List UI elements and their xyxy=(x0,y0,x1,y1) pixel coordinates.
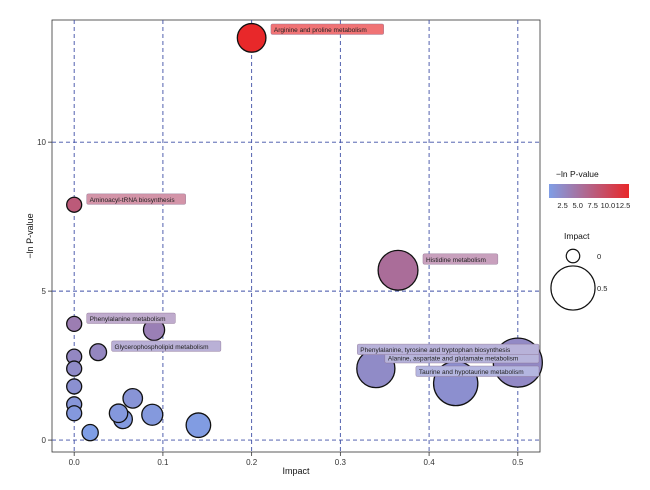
point-label-text: Phenylalanine, tyrosine and tryptophan b… xyxy=(360,347,511,354)
point-label-text: Arginine and proline metabolism xyxy=(274,27,367,34)
color-legend-tick: 2.5 xyxy=(557,201,567,210)
x-tick-label: 0.4 xyxy=(424,458,436,467)
data-point xyxy=(122,387,144,409)
color-legend-tick: 7.5 xyxy=(588,201,598,210)
point-label-text: Aminoacyl-tRNA biosynthesis xyxy=(90,197,176,204)
data-point xyxy=(81,423,99,442)
size-legend: Impact 0 0.5 xyxy=(550,231,607,311)
color-legend-bar xyxy=(549,184,629,198)
y-axis-title: −ln P-value xyxy=(25,213,35,258)
point-label-box xyxy=(86,193,186,205)
data-point xyxy=(66,360,83,377)
size-legend-circle xyxy=(565,248,581,264)
data-point xyxy=(66,196,83,213)
y-tick-label: 0 xyxy=(42,436,47,445)
x-tick-label: 0.0 xyxy=(69,458,81,467)
color-legend-tick: 10.0 xyxy=(601,201,616,210)
point-label-box xyxy=(86,312,176,324)
point-label-box xyxy=(422,253,499,265)
size-legend-label: 0 xyxy=(597,252,601,261)
size-legend-title: Impact xyxy=(564,231,590,241)
size-legend-label: 0.5 xyxy=(597,284,607,293)
color-legend-tick: 12.5 xyxy=(616,201,631,210)
point-label-box xyxy=(270,23,384,35)
data-point xyxy=(66,315,83,333)
point-label-box xyxy=(357,343,540,355)
color-legend-ticks: 2.5 5.0 7.5 10.0 12.5 xyxy=(557,201,630,210)
data-point xyxy=(108,403,129,424)
point-label-text: Histidine metabolism xyxy=(426,257,486,264)
point-label: Histidine metabolism xyxy=(422,253,499,265)
data-point xyxy=(66,405,83,422)
data-point xyxy=(185,412,212,439)
point-label-text: Alanine, aspartate and glutamate metabol… xyxy=(388,356,518,363)
point-label-text: Taurine and hypotaurine metabolism xyxy=(419,369,524,376)
size-legend-circle xyxy=(550,265,596,311)
point-label: Aminoacyl-tRNA biosynthesis xyxy=(86,193,186,205)
point-label: Phenylalanine, tyrosine and tryptophan b… xyxy=(357,343,540,355)
color-legend-tick: 5.0 xyxy=(572,201,582,210)
x-tick-label: 0.5 xyxy=(512,458,524,467)
x-tick-label: 0.3 xyxy=(335,458,347,467)
y-tick-label: 10 xyxy=(37,138,46,147)
x-axis-title: Impact xyxy=(282,466,310,476)
y-axis-ticks: 0 5 10 xyxy=(37,138,52,445)
point-label: Glycerophospholipid metabolism xyxy=(111,340,222,352)
data-point xyxy=(377,249,419,291)
color-legend: −ln P-value 2.5 5.0 7.5 10.0 12.5 xyxy=(549,169,630,210)
point-label-box xyxy=(111,340,222,352)
point-label-text: Phenylalanine metabolism xyxy=(90,316,166,323)
grid-lines xyxy=(52,20,540,452)
point-label-text: Glycerophospholipid metabolism xyxy=(115,344,209,351)
data-point xyxy=(66,378,83,395)
point-labels: Arginine and proline metabolism Aminoacyl… xyxy=(86,23,540,377)
data-point xyxy=(89,343,108,362)
point-label: Taurine and hypotaurine metabolism xyxy=(415,365,540,377)
point-label: Phenylalanine metabolism xyxy=(86,312,176,324)
color-legend-title: −ln P-value xyxy=(556,169,599,179)
data-point xyxy=(236,22,267,53)
point-label-box xyxy=(415,365,540,377)
x-tick-label: 0.2 xyxy=(246,458,258,467)
point-label: Arginine and proline metabolism xyxy=(270,23,384,35)
y-tick-label: 5 xyxy=(42,287,47,296)
x-tick-label: 0.1 xyxy=(157,458,169,467)
data-point xyxy=(141,403,164,426)
x-axis-ticks: 0.0 0.1 0.2 0.3 0.4 0.5 xyxy=(69,452,524,467)
